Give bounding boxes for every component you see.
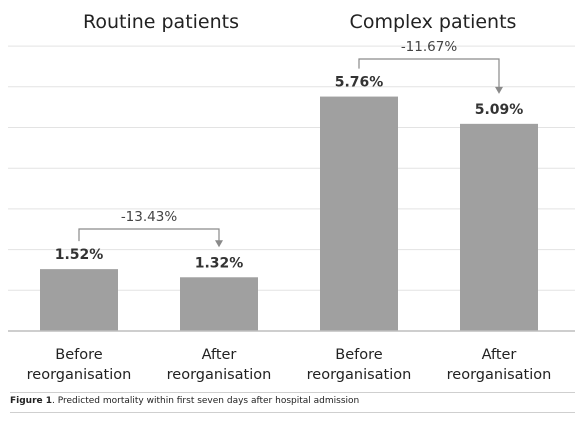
x-tick-label: reorganisation <box>167 367 272 383</box>
data-label: 1.32% <box>195 255 244 271</box>
bar <box>460 123 538 331</box>
arrow-head-icon <box>215 240 223 248</box>
change-connector <box>358 58 500 88</box>
figure-label: Figure 1 <box>10 396 53 406</box>
x-tick-label: reorganisation <box>307 367 412 383</box>
change-label: -13.43% <box>121 209 178 225</box>
bar <box>180 277 258 331</box>
data-label: 5.09% <box>475 102 524 118</box>
data-label: 5.76% <box>335 75 384 91</box>
x-tick-label: Before <box>55 347 102 363</box>
x-tick-label: After <box>482 347 517 363</box>
change-label: -11.67% <box>401 39 458 55</box>
bar <box>40 269 118 331</box>
group-title: Complex patients <box>350 11 517 33</box>
arrow-head-icon <box>495 86 503 94</box>
data-label: 1.52% <box>55 247 104 263</box>
change-connector <box>78 228 220 242</box>
bar <box>320 96 398 332</box>
x-tick-label: After <box>202 347 237 363</box>
x-tick-label: Before <box>335 347 382 363</box>
caption-divider <box>10 392 575 393</box>
x-tick-label: reorganisation <box>27 367 132 383</box>
caption-text: . Predicted mortality within first seven… <box>52 396 360 406</box>
bar-chart: Routine patients Complex patients 1.52% 1.3… <box>8 11 575 383</box>
figure-caption: Figure 1. Predicted mortality within fir… <box>10 396 575 413</box>
x-tick-label: reorganisation <box>447 367 552 383</box>
group-title: Routine patients <box>83 11 239 33</box>
